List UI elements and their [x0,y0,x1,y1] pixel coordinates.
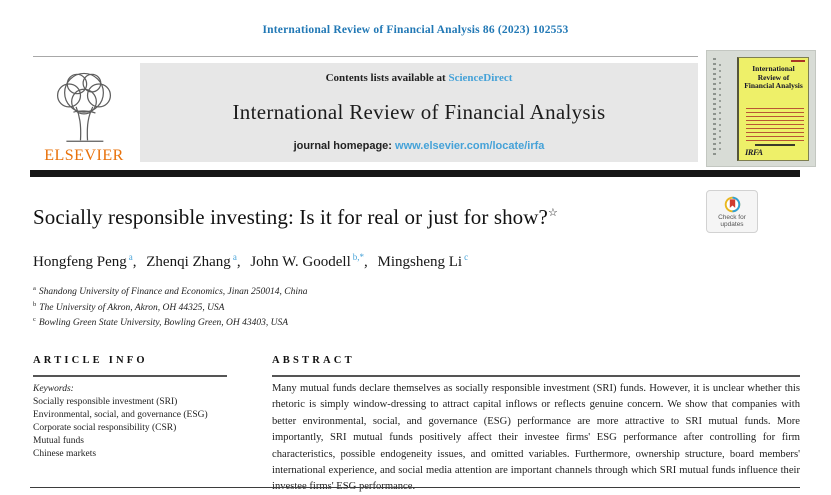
affiliation-text: The University of Akron, Akron, OH 44325… [39,302,225,313]
cover-irfa-logo: IRFA [745,147,763,157]
journal-citation: International Review of Financial Analys… [262,24,569,36]
elsevier-logo: ELSEVIER [33,60,135,164]
keyword: Corporate social responsibility (CSR) [33,423,177,433]
contents-line: Contents lists available at ScienceDirec… [326,72,513,84]
cover-title: International Review of Financial Analys… [744,64,803,90]
author-name: Mingsheng Li [377,254,463,270]
title-footnote-star: ☆ [547,207,558,219]
journal-cover-thumbnail[interactable]: International Review of Financial Analys… [706,50,816,167]
badge-line1: Check for [718,213,746,221]
crossmark-icon [724,196,740,212]
article-info-heading: ARTICLE INFO [33,355,148,366]
author-affil-sup: c [464,252,469,262]
author-name: John W. Goodell [250,254,351,270]
affiliation-sup: a [33,285,36,292]
journal-title: International Review of Financial Analys… [232,99,606,124]
author-affil-sup: a [128,252,133,262]
badge-text: Check for updates [718,214,746,229]
sciencedirect-link[interactable]: ScienceDirect [448,72,513,84]
affiliation-sup: c [33,316,36,324]
article-title-text: Socially responsible investing: Is it fo… [33,205,548,229]
article-info-section: ARTICLE INFO Keywords: Socially responsi… [33,355,233,461]
affiliation-text: Shandong University of Finance and Econo… [38,287,308,298]
cover-volume-mark [791,60,805,62]
author: John W. Goodell b,*, [250,252,368,270]
author-name: Hongfeng Peng [33,254,127,270]
abstract-text: Many mutual funds declare themselves as … [272,383,800,493]
elsevier-wordmark: ELSEVIER [44,147,124,164]
author-affil-sup: b,* [352,252,364,262]
homepage-line: journal homepage: www.elsevier.com/locat… [294,140,545,152]
author-separator: , [132,254,137,270]
author: Hongfeng Peng a, [33,252,137,270]
article-info-rule [33,375,227,377]
cover-publisher-mark [755,144,795,146]
affiliation-list: a Shandong University of Finance and Econ… [33,283,633,330]
cover-contents-lines [746,108,804,142]
elsevier-tree-icon [56,72,112,142]
cover-spine-text-2 [719,64,721,152]
contents-prefix: Contents lists available at [325,72,446,84]
author-name: Zhenqi Zhang [146,254,231,270]
keyword: Mutual funds [33,436,84,446]
affiliation: a Shandong University of Finance and Econ… [33,283,633,299]
badge-line2: updates [720,221,744,228]
abstract-rule [272,375,800,377]
header-divider-bar [30,170,800,177]
cover-spine-text [713,58,716,158]
author-affil-sup: a [232,252,237,262]
affiliation: c Bowling Green State University, Bowling… [33,314,633,330]
author-separator: , [236,254,241,270]
author-separator: , [364,254,368,270]
affiliation-text: Bowling Green State University, Bowling … [38,318,289,329]
abstract-heading: ABSTRACT [272,355,355,366]
article-title: Socially responsible investing: Is it fo… [33,205,673,230]
section-bottom-rule [30,487,800,488]
keyword: Socially responsible investment (SRI) [33,397,178,407]
author: Zhenqi Zhang a, [146,252,241,270]
journal-cover: International Review of Financial Analys… [737,57,809,161]
abstract-section: ABSTRACT Many mutual funds declare thems… [272,355,800,495]
keyword: Chinese markets [33,449,97,459]
check-for-updates-badge[interactable]: Check for updates [706,190,758,233]
affiliation-sup: b [33,300,37,308]
keyword: Environmental, social, and governance (E… [33,410,208,420]
author-list: Hongfeng Peng a, Zhenqi Zhang a, John W. G… [33,252,733,271]
homepage-link[interactable]: www.elsevier.com/locate/irfa [395,140,545,152]
keywords-label: Keywords: [33,384,74,394]
author: Mingsheng Li c [377,252,469,270]
keywords-block: Keywords: Socially responsible investmen… [33,383,233,461]
homepage-prefix: journal homepage: [293,140,392,152]
header-top-rule [33,56,698,57]
journal-banner: Contents lists available at ScienceDirec… [140,63,698,162]
affiliation: b The University of Akron, Akron, OH 4432… [33,299,633,315]
